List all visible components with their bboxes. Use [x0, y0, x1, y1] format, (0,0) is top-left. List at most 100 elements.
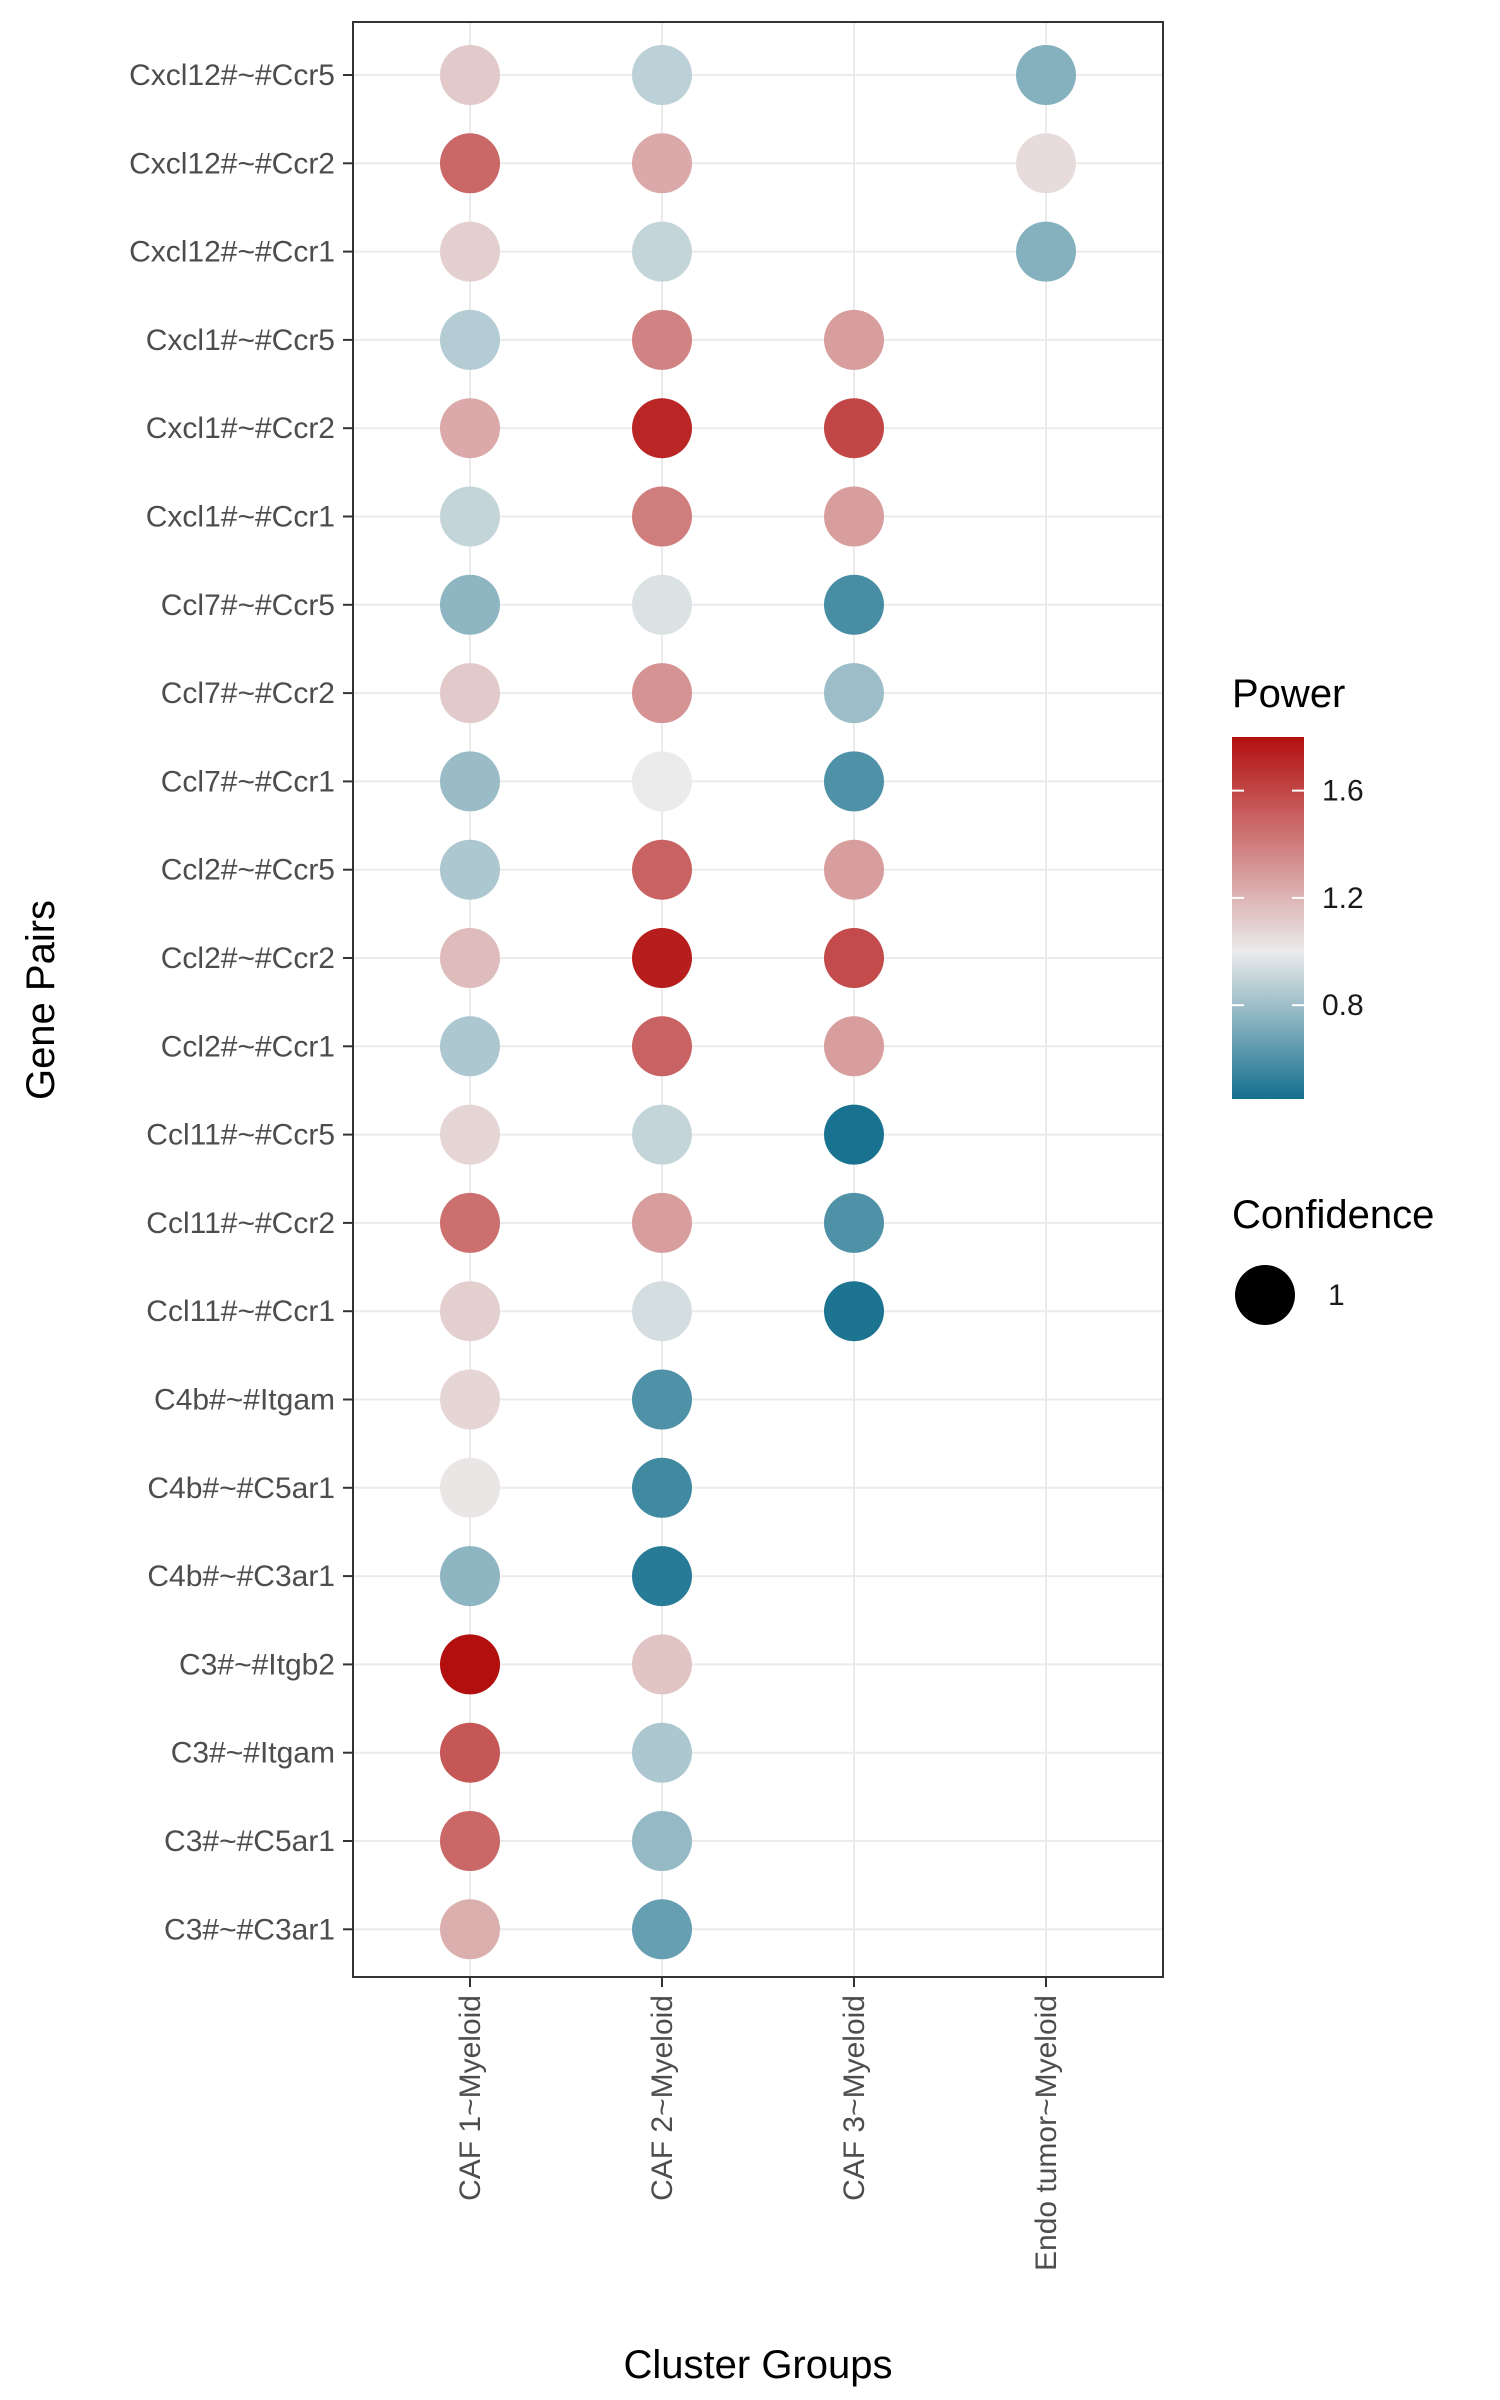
data-point — [440, 1016, 500, 1077]
y-tick-label: Ccl11#~#Ccr5 — [146, 1119, 335, 1152]
data-point — [440, 663, 500, 724]
data-point — [632, 1634, 692, 1695]
color-bar-ticks: 1.6 1.2 0.8 — [1232, 775, 1364, 1022]
data-point — [632, 133, 692, 194]
y-tick-label: Cxcl12#~#Ccr2 — [129, 147, 335, 180]
data-point — [632, 1369, 692, 1430]
data-points — [440, 45, 1076, 1960]
legend-size-point — [1235, 1265, 1295, 1325]
legend-size-title: Confidence — [1232, 1193, 1434, 1237]
data-point — [632, 309, 692, 370]
x-tick-label: CAF 3~Myeloid — [838, 1995, 871, 2201]
y-tick-label: C3#~#Itgb2 — [179, 1648, 335, 1681]
data-point — [824, 839, 884, 900]
data-point — [440, 398, 500, 459]
data-point — [632, 45, 692, 105]
data-point — [440, 133, 500, 194]
y-tick-label: Cxcl12#~#Ccr5 — [129, 59, 335, 92]
y-tick-label: C3#~#C3ar1 — [164, 1913, 335, 1946]
data-point — [440, 1722, 500, 1783]
y-tick-label: Cxcl1#~#Ccr1 — [146, 501, 335, 534]
y-tick-label: Cxcl12#~#Ccr1 — [129, 236, 335, 269]
data-point — [632, 1457, 692, 1518]
data-point — [440, 45, 500, 105]
data-point — [824, 928, 884, 988]
y-tick-label: Ccl7#~#Ccr2 — [161, 677, 335, 710]
data-point — [440, 309, 500, 370]
data-point — [632, 928, 692, 988]
data-point — [440, 1811, 500, 1871]
y-tick-label: Cxcl1#~#Ccr2 — [146, 412, 335, 445]
y-tick-label: Ccl2#~#Ccr1 — [161, 1030, 335, 1063]
data-point — [632, 1546, 692, 1607]
data-point — [440, 1546, 500, 1607]
legend-size-label: 1 — [1328, 1279, 1345, 1312]
legend-color-title: Power — [1232, 672, 1345, 716]
y-tick-label: Ccl7#~#Ccr5 — [161, 589, 335, 622]
data-point — [632, 751, 692, 812]
data-point — [632, 221, 692, 282]
data-point — [1016, 221, 1076, 282]
data-point — [824, 486, 884, 547]
data-point — [440, 1369, 500, 1430]
data-point — [824, 309, 884, 370]
data-point — [632, 1899, 692, 1960]
color-bar — [1232, 737, 1304, 1099]
data-point — [440, 1192, 500, 1253]
y-tick-label: C3#~#Itgam — [171, 1737, 335, 1770]
data-point — [440, 928, 500, 988]
y-tick-label: C4b#~#Itgam — [154, 1384, 335, 1417]
y-tick-label: Ccl7#~#Ccr1 — [161, 765, 335, 798]
data-point — [824, 1016, 884, 1077]
data-point — [632, 486, 692, 547]
color-bar-tick-label: 1.6 — [1322, 775, 1364, 808]
y-tick-label: Ccl11#~#Ccr1 — [146, 1295, 335, 1328]
data-point — [632, 1281, 692, 1342]
y-axis: Cxcl12#~#Ccr5 Cxcl12#~#Ccr2 Cxcl12#~#Ccr1 C… — [129, 59, 353, 1946]
x-tick-label: CAF 1~Myeloid — [454, 1995, 487, 2201]
data-point — [440, 574, 500, 635]
y-tick-label: Ccl11#~#Ccr2 — [146, 1207, 335, 1240]
data-point — [632, 1104, 692, 1165]
data-point — [824, 1192, 884, 1253]
y-tick-label: C3#~#C5ar1 — [164, 1825, 335, 1858]
plot-panel-border — [352, 21, 1164, 1978]
data-point — [440, 221, 500, 282]
x-axis: CAF 1~Myeloid CAF 2~Myeloid CAF 3~Myeloid E… — [454, 1977, 1063, 2271]
x-axis-title: Cluster Groups — [624, 2343, 893, 2387]
data-point — [440, 839, 500, 900]
y-axis-title: Gene Pairs — [19, 900, 63, 1100]
x-tick-label: CAF 2~Myeloid — [646, 1995, 679, 2201]
data-point — [440, 1104, 500, 1165]
data-point — [632, 1016, 692, 1077]
y-tick-label: C4b#~#C5ar1 — [147, 1472, 335, 1505]
data-point — [632, 839, 692, 900]
data-point — [440, 1457, 500, 1518]
x-tick-label: Endo tumor~Myeloid — [1030, 1995, 1063, 2271]
data-point — [824, 1104, 884, 1165]
y-tick-label: Ccl2#~#Ccr2 — [161, 942, 335, 975]
data-point — [632, 1811, 692, 1871]
color-bar-tick-label: 1.2 — [1322, 882, 1364, 915]
data-point — [1016, 133, 1076, 194]
data-point — [632, 663, 692, 724]
data-point — [632, 1722, 692, 1783]
data-point — [440, 1281, 500, 1342]
data-point — [632, 574, 692, 635]
data-point — [1016, 45, 1076, 105]
data-point — [824, 1281, 884, 1342]
data-point — [632, 398, 692, 459]
y-tick-label: Ccl2#~#Ccr5 — [161, 854, 335, 887]
data-point — [824, 751, 884, 812]
data-point — [440, 1899, 500, 1960]
data-point — [824, 398, 884, 459]
y-tick-label: Cxcl1#~#Ccr5 — [146, 324, 335, 357]
data-point — [440, 486, 500, 547]
y-tick-label: C4b#~#C3ar1 — [147, 1560, 335, 1593]
color-bar-tick-label: 0.8 — [1322, 989, 1364, 1022]
data-point — [824, 663, 884, 724]
legend: Power 1.6 1.2 0.8 Confidence 1 — [1232, 672, 1434, 1325]
data-point — [632, 1192, 692, 1253]
data-point — [824, 574, 884, 635]
data-point — [440, 1634, 500, 1695]
